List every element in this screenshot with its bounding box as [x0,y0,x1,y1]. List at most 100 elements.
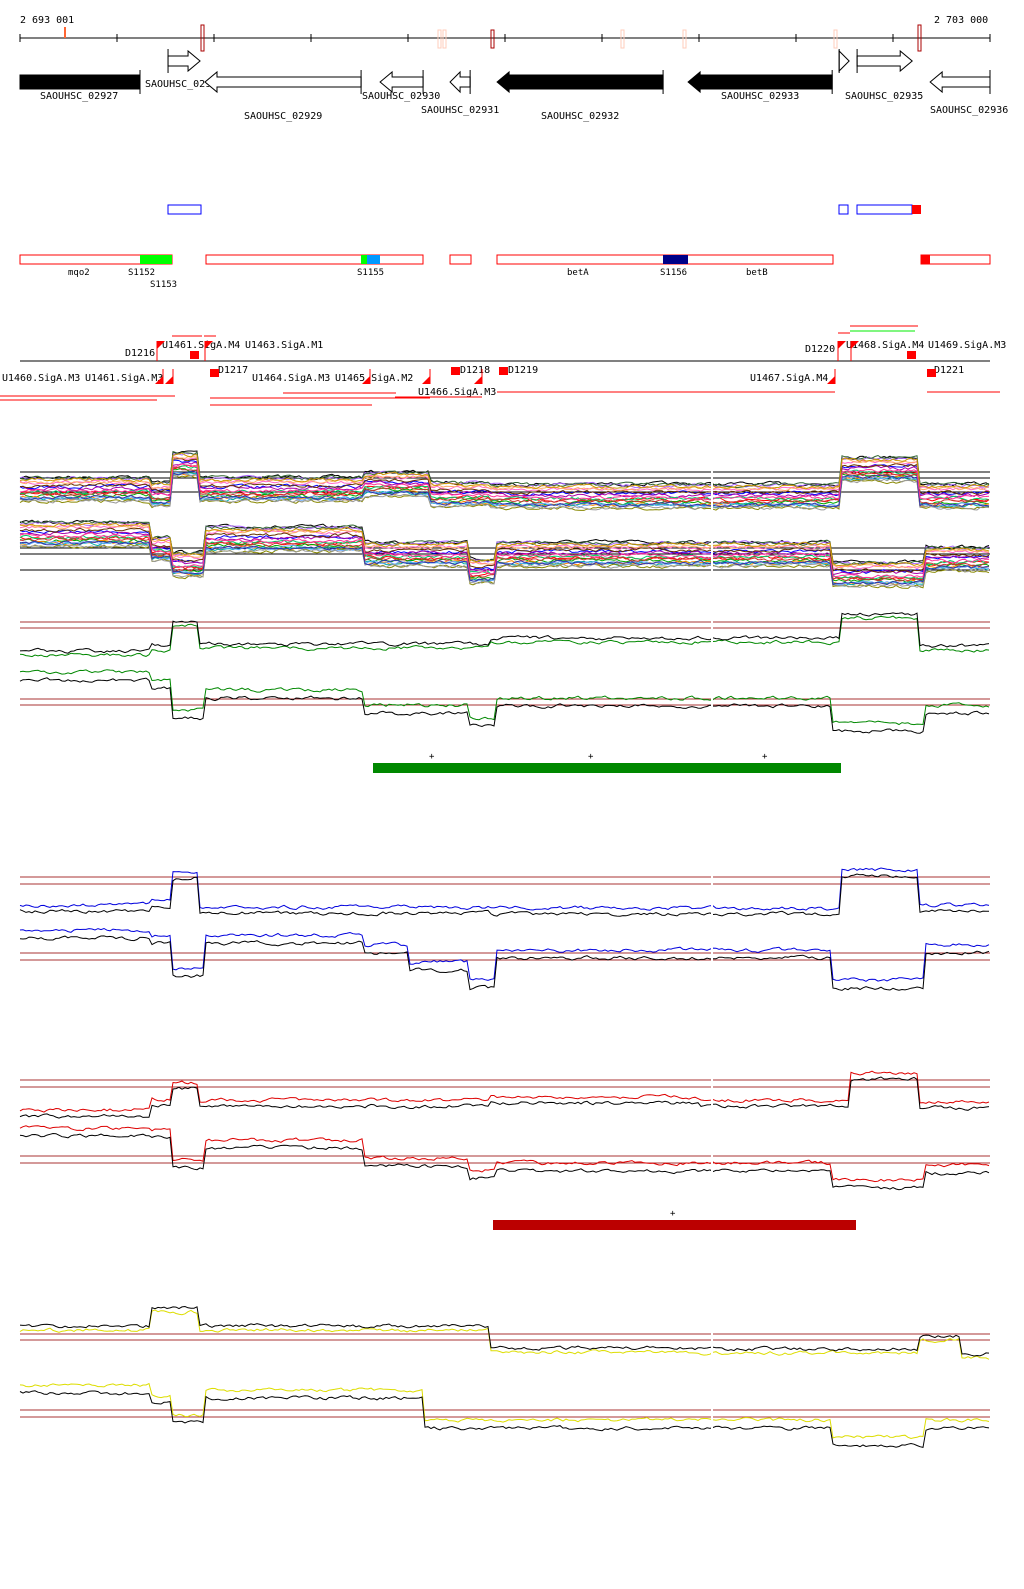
gene-label: SAOUHSC_02936 [930,105,1008,116]
feature-label: betA [567,268,589,278]
coordinate-ruler: 2 693 001 2 703 000 [19,15,991,52]
signal-line [19,873,989,917]
signal-line [19,935,990,991]
transcript-label: U1460.SigA.M3 [2,373,80,384]
signal-line [19,464,990,504]
signal-line [19,1305,990,1357]
transcript-label: U1464.SigA.M3 [252,373,330,384]
promoter-triangle [157,341,165,349]
terminator-box [927,369,936,377]
transcript-label: D1218 [460,365,490,376]
feature-label: betB [746,268,768,278]
feature-label: S1156 [660,268,687,278]
signal-line [19,543,990,588]
ruler-start-label: 2 693 001 [20,15,74,26]
gene-arrow [204,70,362,94]
signal-line [19,463,990,501]
feature-box-blue [167,204,202,215]
feature-label: mqo2 [68,268,90,278]
signal-line [19,452,990,490]
feature-box [205,254,424,265]
signal-line [19,470,990,508]
gene-arrow [687,70,833,94]
signal-line [19,468,990,506]
feature-fill [361,255,367,264]
gene-label: SAOUHSC_02929 [244,111,322,122]
feature-fill [912,205,921,214]
ruler-marker [442,29,447,49]
transcript-label: U1466.SigA.M3 [418,387,496,398]
signal-line [19,677,990,734]
promoter-triangle [838,341,846,349]
promoter-triangle [422,376,430,384]
gene-label: SAOUHSC_02928 [145,79,223,90]
feature-box [449,254,472,265]
promoter-triangle [165,376,173,384]
transcript-label: D1220 [805,344,835,355]
gene-label: SAOUHSC_02933 [721,91,799,102]
gene-arrow [856,49,913,73]
terminator-box [210,369,219,377]
segment-bar [493,1220,856,1230]
signal-line [20,457,990,496]
feature-label: S1155 [357,268,384,278]
transcript-label: D1219 [508,365,538,376]
signal-line [19,543,990,589]
gene-label: SAOUHSC_02927 [40,91,118,102]
signal-line [19,456,990,492]
ruler-marker [437,29,442,49]
signal-line [19,669,990,726]
ruler-marker [200,24,205,52]
transcript-label: U1461.SigA.M4 [162,340,240,351]
feature-fill [367,255,380,264]
promoter-triangle [827,376,835,384]
promoter-triangle [205,341,213,349]
gene-arrow [496,70,664,94]
feature-label: S1153 [150,280,177,290]
signal-line [19,540,990,586]
ruler-marker [917,24,922,52]
transcript-label: U1469.SigA.M3 [928,340,1006,351]
strand-plus-mark: + [588,752,594,762]
strand-plus-mark: + [429,752,435,762]
promoter-triangle [362,376,370,384]
terminator-box [451,367,460,375]
promoter-triangle [474,376,482,384]
transcript-label: U1465.SigA.M2 [335,373,413,384]
signal-line [19,867,990,911]
transcript-label: U1468.SigA.M4 [846,340,924,351]
ruler-marker [64,27,66,38]
feature-fill [140,255,172,264]
gene-arrow [449,70,471,94]
transcript-label: D1217 [218,365,248,376]
promoter-triangle [851,341,859,349]
transcript-label: D1221 [934,365,964,376]
gene-arrow [838,49,850,73]
signal-line [19,1076,990,1119]
signal-line [19,527,990,573]
signal-line [19,523,990,569]
transcript-label: U1463.SigA.M1 [245,340,323,351]
transcript-label: U1467.SigA.M4 [750,373,828,384]
feature-box-blue [838,204,849,215]
signal-line [19,1070,990,1113]
feature-box-blue [856,204,913,215]
gene-label: SAOUHSC_02931 [421,105,499,116]
signal-line [19,612,990,654]
feature-track: mqo2 S1152 S1153 S1155 betA S1156 betB [19,204,991,290]
strand-plus-mark: + [762,752,768,762]
signal-tracks: + + + + [19,450,990,1449]
gene-track: SAOUHSC_02927 SAOUHSC_02928 SAOUHSC_02929 S… [19,49,1008,122]
ruler-marker [833,29,838,49]
signal-line [19,535,990,582]
signal-line [19,927,990,982]
signal-line [19,466,990,505]
signal-line [19,532,990,579]
gene-label: SAOUHSC_02930 [362,91,440,102]
signal-line [20,530,990,576]
feature-label: S1152 [128,268,155,278]
signal-line [19,1125,990,1183]
gene-arrow [19,74,141,90]
